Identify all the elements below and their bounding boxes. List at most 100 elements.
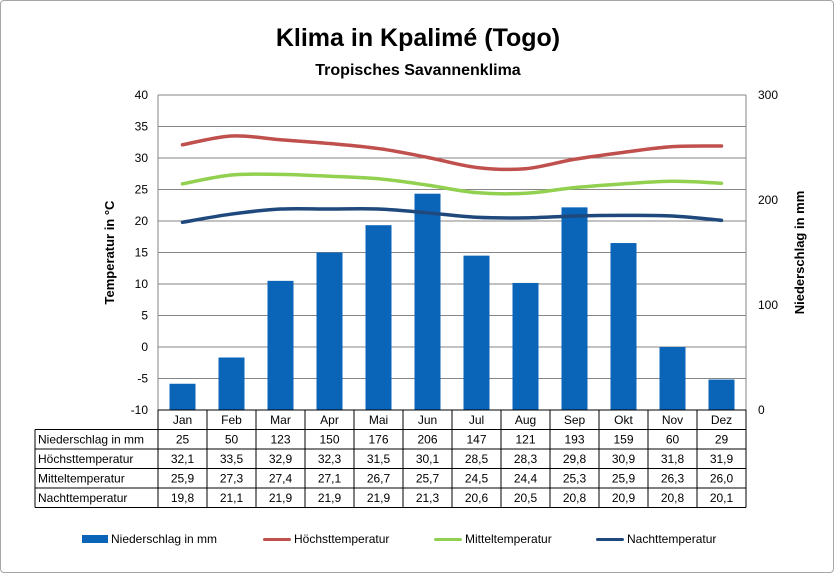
table-cell: 193 xyxy=(564,433,584,447)
x-category-label: Dez xyxy=(711,413,732,427)
x-category-label: Jun xyxy=(418,413,437,427)
table-cell: 26,7 xyxy=(367,472,391,486)
y-left-tick-label: 40 xyxy=(135,88,149,102)
x-category-label: Feb xyxy=(221,413,242,427)
table-cell: 24,5 xyxy=(465,472,489,486)
precipitation-bar xyxy=(218,357,245,410)
legend-label-night-temp: Nachttemperatur xyxy=(627,532,717,546)
chart-title: Klima in Kpalimé (Togo) xyxy=(275,24,561,52)
legend-item-mean-temp: Mitteltemperatur xyxy=(434,532,552,546)
precipitation-bar xyxy=(512,282,539,410)
table-row-header: Niederschlag in mm xyxy=(38,433,144,447)
table-cell: 25,9 xyxy=(612,472,636,486)
legend-swatch-mean-temp xyxy=(434,537,462,541)
y-right-tick-label: 0 xyxy=(758,403,765,417)
table-cell: 31,8 xyxy=(661,452,685,466)
x-category-label: Jul xyxy=(469,413,484,427)
x-category-label: Nov xyxy=(662,413,683,427)
y-left-tick-label: 10 xyxy=(135,277,149,291)
y-right-tick-label: 200 xyxy=(758,193,778,207)
table-cell: 25,3 xyxy=(563,472,587,486)
table-cell: 21,9 xyxy=(318,491,342,505)
y-right-tick-label: 100 xyxy=(758,298,778,312)
y-right-tick-label: 300 xyxy=(758,88,778,102)
table-cell: 27,1 xyxy=(318,472,342,486)
legend-label-max-temp: Höchsttemperatur xyxy=(294,532,390,546)
table-cell: 28,5 xyxy=(465,452,489,466)
x-category-label: Mai xyxy=(369,413,388,427)
y-left-tick-label: 5 xyxy=(141,309,148,323)
legend-item-night-temp: Nachttemperatur xyxy=(596,532,716,546)
table-cell: 21,3 xyxy=(416,491,440,505)
table-cell: 25 xyxy=(176,433,190,447)
table-cell: 147 xyxy=(466,433,486,447)
table-cell: 20,6 xyxy=(465,491,489,505)
table-cell: 20,8 xyxy=(563,491,587,505)
table-cell: 27,3 xyxy=(220,472,244,486)
table-cell: 20,1 xyxy=(710,491,734,505)
table-cell: 50 xyxy=(225,433,239,447)
table-cell: 27,4 xyxy=(269,472,293,486)
table-cell: 32,1 xyxy=(171,452,195,466)
table-cell: 32,9 xyxy=(269,452,293,466)
precipitation-bar xyxy=(169,383,196,410)
table-cell: 32,3 xyxy=(318,452,342,466)
table-cell: 26,3 xyxy=(661,472,685,486)
y-left-tick-label: 15 xyxy=(135,246,149,260)
x-category-label: Okt xyxy=(614,413,633,427)
table-cell: 20,5 xyxy=(514,491,538,505)
y-left-tick-label: 25 xyxy=(135,183,149,197)
table-cell: 29,8 xyxy=(563,452,587,466)
y-right-axis-title: Niederschlag in mm xyxy=(792,191,807,315)
table-cell: 26,0 xyxy=(710,472,734,486)
table-cell: 20,8 xyxy=(661,491,685,505)
table-cell: 206 xyxy=(417,433,437,447)
table-cell: 28,3 xyxy=(514,452,538,466)
precipitation-bar xyxy=(316,252,343,410)
precipitation-bar xyxy=(561,207,588,410)
y-left-axis-title: Temperatur in °C xyxy=(102,200,117,305)
y-left-tick-label: 35 xyxy=(135,120,149,134)
precipitation-bar xyxy=(463,255,490,410)
table-cell: 24,4 xyxy=(514,472,538,486)
table-cell: 123 xyxy=(270,433,290,447)
legend-swatch-night-temp xyxy=(596,537,624,541)
legend-swatch-max-temp xyxy=(263,537,291,541)
table-cell: 159 xyxy=(613,433,633,447)
table-cell: 21,9 xyxy=(367,491,391,505)
x-category-label: Jan xyxy=(173,413,192,427)
x-category-label: Apr xyxy=(320,413,339,427)
table-row-header: Höchsttemperatur xyxy=(38,452,133,466)
table-cell: 31,9 xyxy=(710,452,734,466)
table-cell: 21,1 xyxy=(220,491,244,505)
table-cell: 31,5 xyxy=(367,452,391,466)
mean-temperature-line xyxy=(180,172,724,196)
table-cell: 150 xyxy=(319,433,339,447)
table-cell: 60 xyxy=(666,433,680,447)
precipitation-bar xyxy=(414,193,441,410)
legend-label-mean-temp: Mitteltemperatur xyxy=(465,532,552,546)
precipitation-bar xyxy=(365,225,392,410)
precipitation-bar xyxy=(708,379,735,410)
precipitation-bar xyxy=(267,280,294,410)
x-category-label: Aug xyxy=(515,413,536,427)
table-cell: 21,9 xyxy=(269,491,293,505)
table-row-header: Mitteltemperatur xyxy=(38,472,125,486)
legend-swatch-precipitation xyxy=(82,535,108,543)
table-cell: 25,7 xyxy=(416,472,440,486)
y-left-tick-label: -5 xyxy=(137,372,148,386)
legend-item-max-temp: Höchsttemperatur xyxy=(263,532,389,546)
table-cell: 29 xyxy=(715,433,729,447)
x-category-label: Sep xyxy=(564,413,586,427)
max-temperature-line xyxy=(180,134,724,172)
table-cell: 30,1 xyxy=(416,452,440,466)
y-left-tick-label: 20 xyxy=(135,214,149,228)
legend-item-precipitation: Niederschlag in mm xyxy=(82,532,217,546)
night-temperature-line xyxy=(180,206,724,225)
precipitation-bar xyxy=(610,243,637,410)
table-row-header: Nachttemperatur xyxy=(38,491,127,505)
y-left-tick-label: 0 xyxy=(141,340,148,354)
table-cell: 176 xyxy=(368,433,388,447)
